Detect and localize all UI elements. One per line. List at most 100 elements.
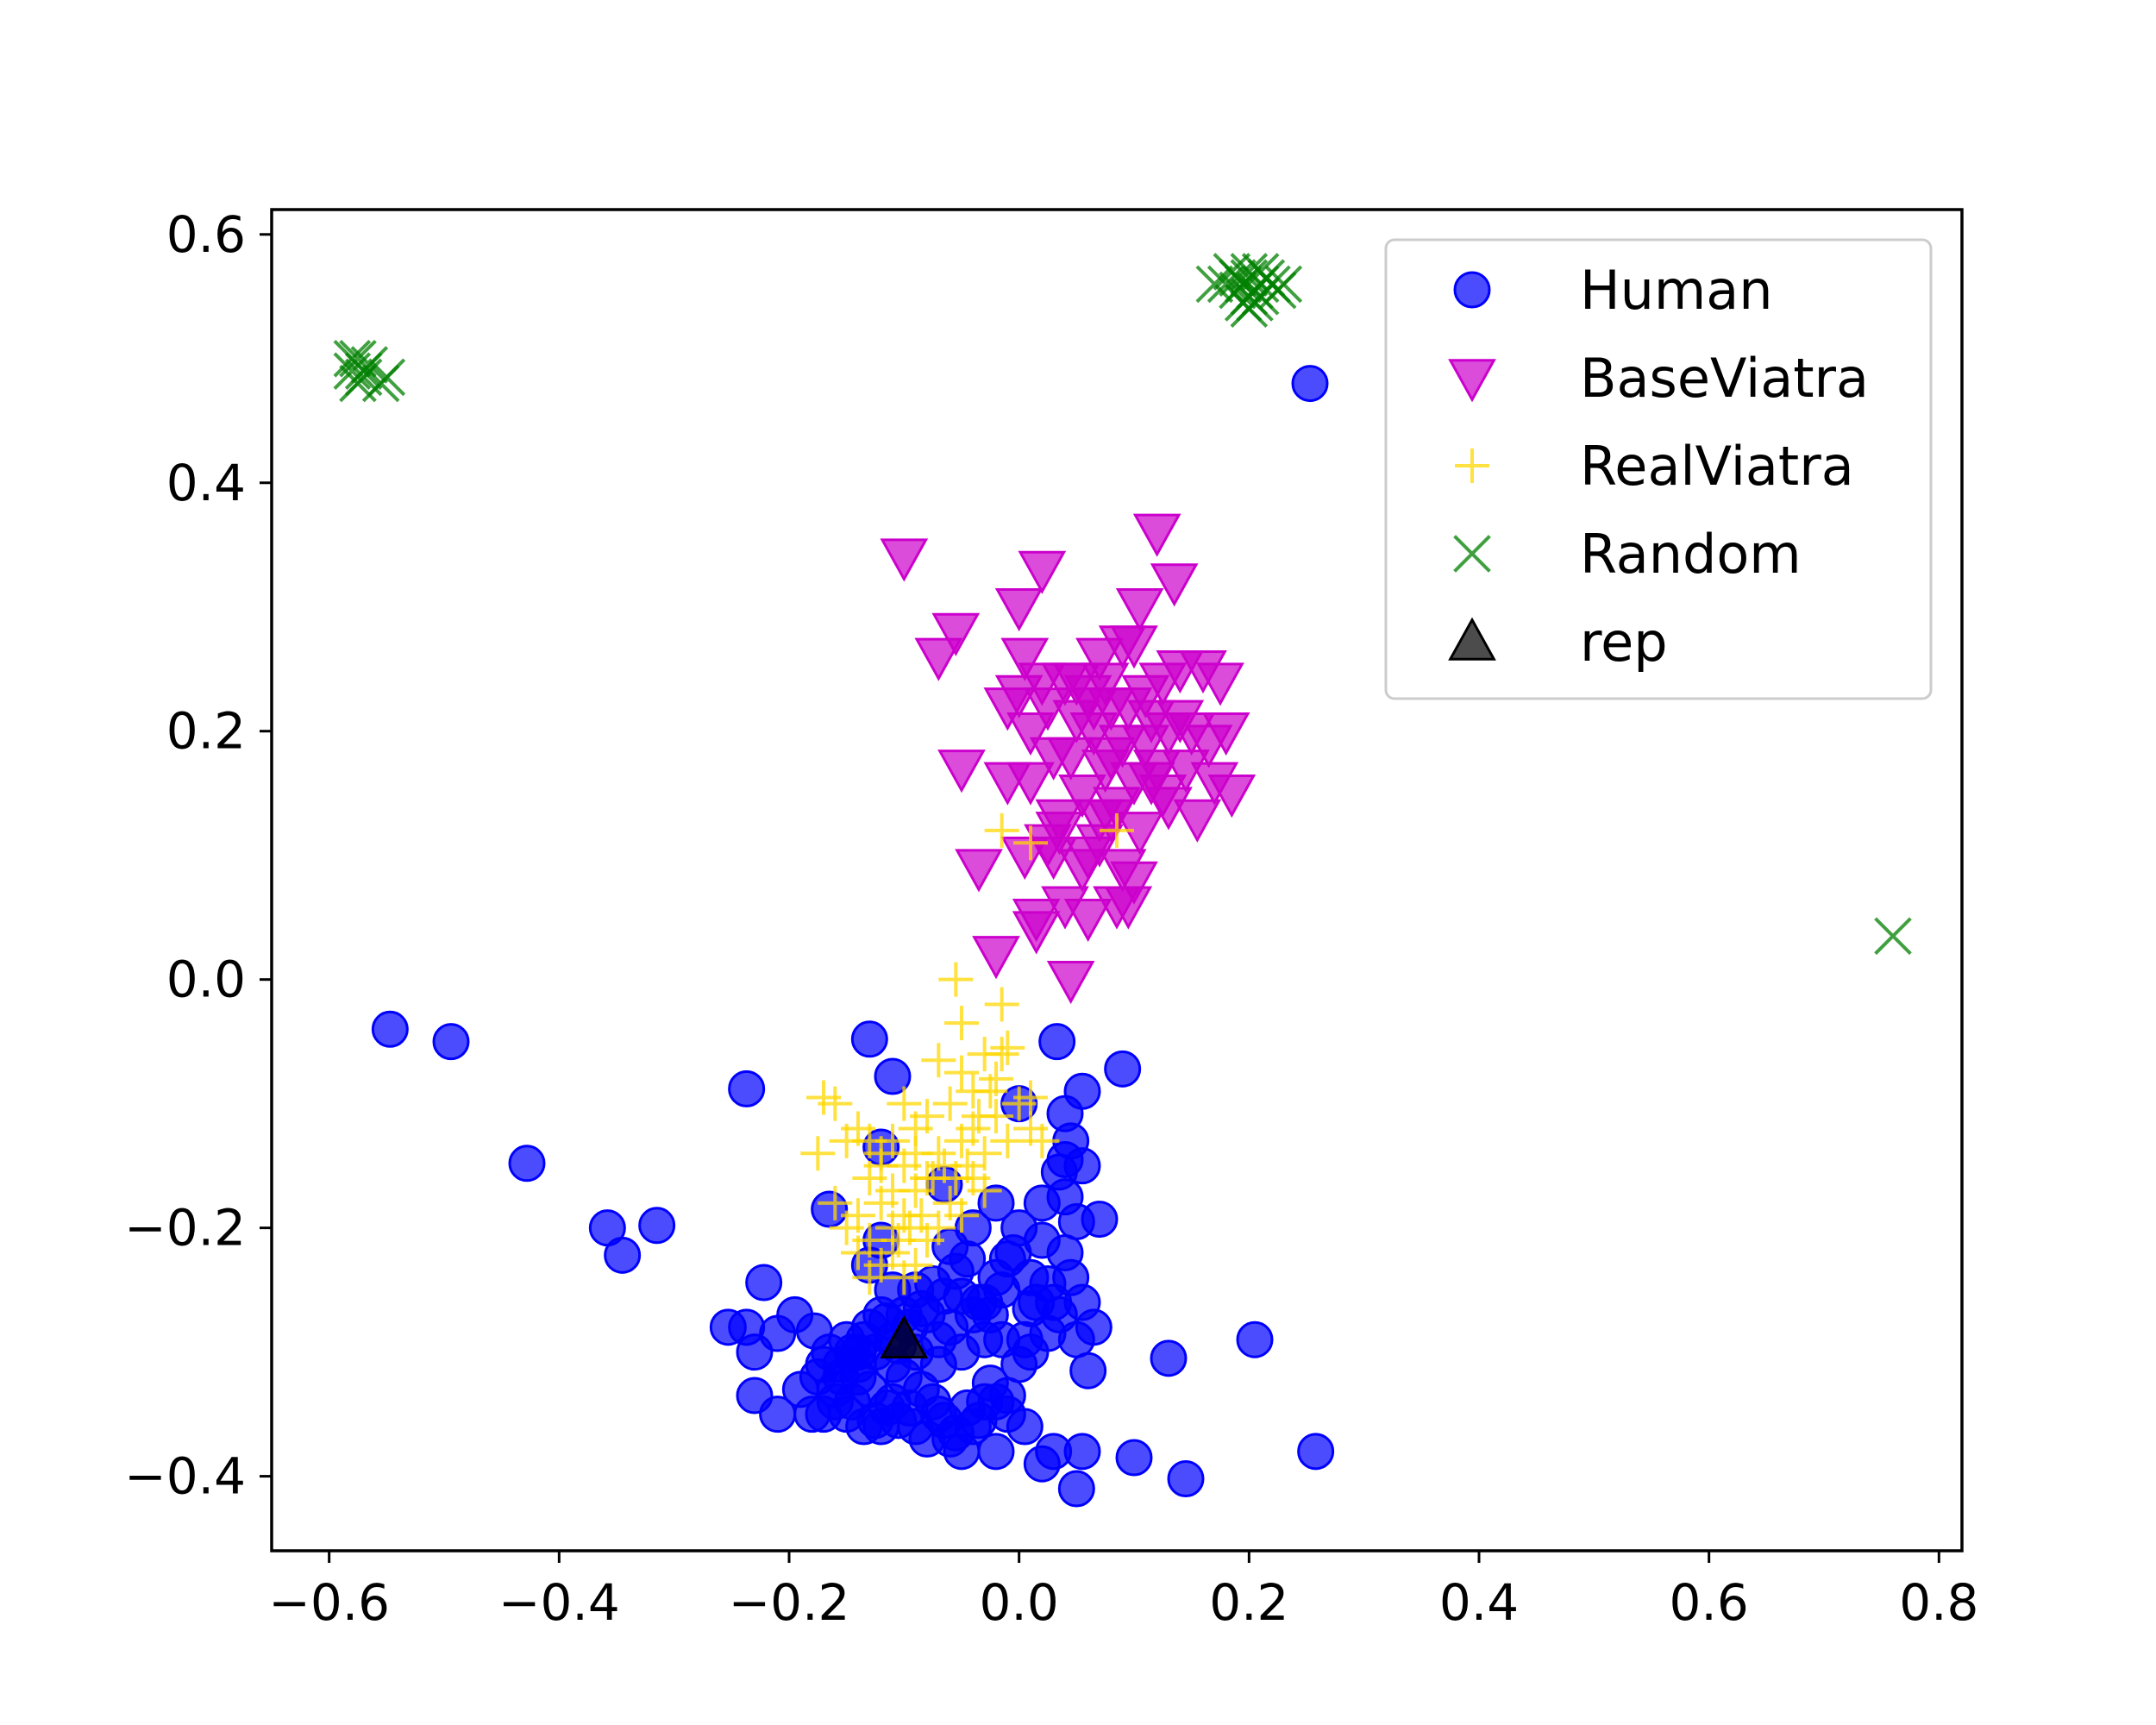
legend-marker-rep xyxy=(1448,617,1496,661)
data-point-realviatra xyxy=(973,1074,1008,1109)
data-point-baseviatra xyxy=(955,849,1003,893)
data-point-baseviatra xyxy=(983,762,1032,806)
data-point-baseviatra xyxy=(1035,799,1084,843)
legend-marker-random xyxy=(1453,535,1491,573)
data-point-baseviatra xyxy=(1156,649,1205,694)
legend: Human BaseViatra RealViatra Random rep xyxy=(1384,238,1933,700)
data-point-human xyxy=(728,1070,766,1107)
y-tick-label: 0.2 xyxy=(166,702,246,761)
data-point-baseviatra xyxy=(1046,960,1095,1005)
data-point-realviatra xyxy=(984,1037,1019,1072)
points-layer xyxy=(333,253,1912,1508)
data-point-realviatra xyxy=(898,1247,933,1283)
data-point-realviatra xyxy=(910,1099,944,1134)
data-point-human xyxy=(508,1145,546,1182)
data-point-human xyxy=(1115,1439,1153,1477)
data-point-baseviatra xyxy=(1058,774,1106,819)
data-point-random xyxy=(1236,284,1274,322)
data-point-random xyxy=(1224,265,1263,304)
data-point-baseviatra xyxy=(1000,637,1050,681)
x-tick-label: 0.2 xyxy=(1209,1573,1288,1632)
legend-label-human: Human xyxy=(1580,259,1773,322)
data-point-human xyxy=(638,1207,676,1245)
legend-marker-human xyxy=(1453,271,1491,309)
data-point-human xyxy=(1057,1470,1095,1508)
data-point-human xyxy=(805,1396,843,1433)
series-baseviatra xyxy=(880,513,1257,1005)
data-point-realviatra xyxy=(944,1055,979,1090)
data-point-baseviatra xyxy=(1138,774,1188,819)
data-point-baseviatra xyxy=(880,538,929,582)
data-point-realviatra xyxy=(887,1086,922,1121)
data-point-human xyxy=(994,1233,1032,1271)
data-point-realviatra xyxy=(841,1198,875,1233)
data-point-baseviatra xyxy=(1121,674,1170,718)
data-point-human xyxy=(432,1023,470,1061)
data-point-human xyxy=(1038,1023,1076,1061)
data-point-baseviatra xyxy=(1006,712,1055,756)
data-point-human xyxy=(1291,365,1329,403)
data-point-realviatra xyxy=(990,1123,1025,1158)
legend-label-baseviatra: BaseViatra xyxy=(1580,347,1869,410)
data-point-realviatra xyxy=(875,1173,910,1208)
data-point-random xyxy=(1264,265,1303,304)
data-point-realviatra xyxy=(863,1148,899,1183)
data-point-realviatra xyxy=(800,1136,836,1171)
data-point-human xyxy=(1069,1352,1107,1389)
data-point-human xyxy=(1297,1433,1335,1471)
data-point-baseviatra xyxy=(914,637,963,681)
series-rep xyxy=(880,1314,929,1358)
data-point-human xyxy=(971,1364,1009,1402)
data-point-realviatra xyxy=(944,1006,979,1041)
data-point-baseviatra xyxy=(1098,849,1147,893)
data-point-realviatra xyxy=(818,1086,853,1121)
legend-label-realviatra: RealViatra xyxy=(1580,435,1854,498)
data-point-random xyxy=(333,339,372,378)
data-point-realviatra xyxy=(967,1136,1002,1171)
data-point-human xyxy=(1046,1095,1084,1132)
data-point-baseviatra xyxy=(1063,898,1112,943)
data-point-random xyxy=(1241,253,1280,291)
data-point-baseviatra xyxy=(1018,550,1067,594)
y-tick-label: −0.4 xyxy=(124,1447,246,1506)
data-point-realviatra xyxy=(984,812,1019,848)
data-point-realviatra xyxy=(841,1235,875,1270)
data-point-baseviatra xyxy=(1087,687,1136,731)
data-point-rep xyxy=(880,1314,929,1358)
x-tick-label: 0.0 xyxy=(980,1573,1059,1632)
data-point-human xyxy=(977,1433,1015,1471)
x-tick-label: −0.2 xyxy=(729,1573,850,1632)
data-point-human xyxy=(371,1010,409,1048)
series-realviatra xyxy=(800,812,1134,1295)
x-tick-label: −0.6 xyxy=(268,1573,390,1632)
data-point-realviatra xyxy=(990,1030,1025,1065)
data-point-human xyxy=(1063,1433,1101,1471)
data-point-random xyxy=(1195,265,1234,304)
data-point-realviatra xyxy=(904,1198,939,1233)
data-point-baseviatra xyxy=(972,936,1020,980)
data-point-human xyxy=(604,1236,642,1274)
data-point-baseviatra xyxy=(1173,799,1222,843)
data-point-baseviatra xyxy=(994,674,1044,718)
data-point-realviatra xyxy=(818,1185,853,1220)
data-point-baseviatra xyxy=(1098,724,1147,768)
data-point-human xyxy=(1167,1459,1205,1497)
y-tick-label: 0.4 xyxy=(166,454,246,512)
data-point-realviatra xyxy=(852,1123,887,1158)
data-point-baseviatra xyxy=(1115,812,1164,856)
data-point-realviatra xyxy=(984,987,1019,1022)
data-point-human xyxy=(1029,1314,1067,1352)
data-point-realviatra xyxy=(938,962,974,997)
data-point-human xyxy=(977,1184,1015,1222)
data-point-baseviatra xyxy=(1115,588,1164,632)
legend-marker-baseviatra xyxy=(1448,359,1496,403)
axes-frame xyxy=(270,208,1964,1552)
data-point-human xyxy=(1104,1050,1142,1088)
data-point-baseviatra xyxy=(1058,849,1106,893)
data-point-realviatra xyxy=(950,1148,985,1183)
data-point-baseviatra xyxy=(1046,737,1095,781)
data-point-realviatra xyxy=(962,1099,996,1134)
series-random xyxy=(333,253,1912,956)
data-point-baseviatra xyxy=(1132,513,1181,557)
